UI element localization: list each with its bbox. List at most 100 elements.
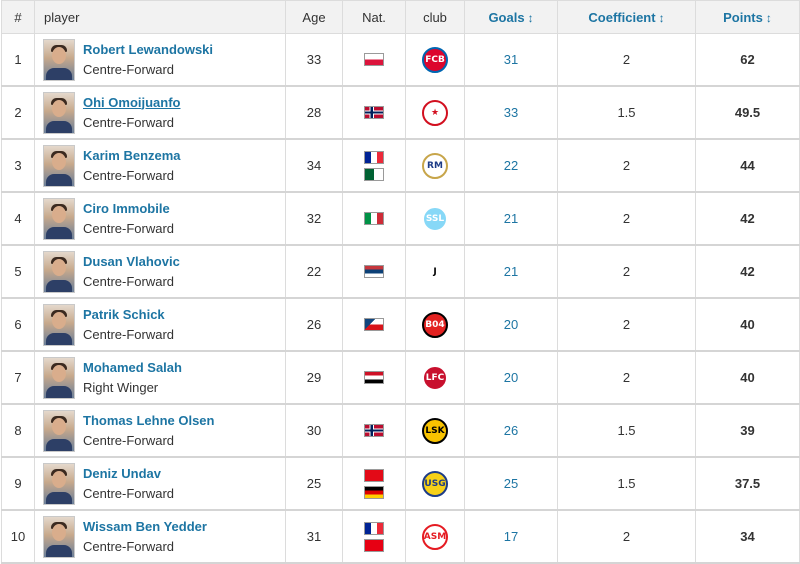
coefficient-cell: 2 [557, 33, 696, 87]
player-photo[interactable] [43, 197, 75, 240]
rank-value: 8 [14, 423, 22, 438]
points-cell: 34 [695, 510, 800, 564]
player-photo[interactable] [43, 462, 75, 505]
nationality-cell [342, 33, 406, 87]
goals-cell: 31 [464, 33, 558, 87]
sort-points-header[interactable]: Points ↕ [695, 0, 800, 34]
player-name-link[interactable]: Mohamed Salah [83, 359, 182, 375]
monaco-crest-icon[interactable]: ASM [422, 523, 448, 550]
union-saint-gilloise-crest-icon[interactable]: USG [422, 470, 448, 497]
player-name-link[interactable]: Ciro Immobile [83, 200, 170, 216]
club-cell: ★ [405, 86, 465, 140]
sort-goals-header[interactable]: Goals ↕ [464, 0, 558, 34]
player-position: Centre-Forward [83, 432, 175, 448]
nationality-cell [342, 510, 406, 564]
flag-algeria-icon[interactable] [364, 167, 384, 181]
sort-coefficient-header[interactable]: Coefficient ↕ [557, 0, 696, 34]
table-header-row: # player Age Nat. club Goals ↕ Coefficien… [1, 0, 800, 34]
column-header-age: Age [285, 0, 343, 34]
flag-tunisia-icon[interactable] [364, 538, 384, 552]
flag-norway-icon[interactable] [364, 106, 384, 119]
age-value: 25 [306, 476, 322, 491]
rank-value: 3 [14, 158, 22, 173]
age-value: 22 [306, 264, 322, 279]
flag-france-icon[interactable] [364, 521, 384, 535]
coefficient-cell: 1.5 [557, 457, 696, 511]
points-cell: 42 [695, 192, 800, 246]
juventus-crest-icon[interactable]: J [422, 258, 448, 285]
goals-value: 20 [503, 370, 519, 385]
player-photo[interactable] [43, 250, 75, 293]
goals-value: 21 [503, 211, 519, 226]
flag-egypt-icon[interactable] [364, 371, 384, 384]
rank-cell: 4 [1, 192, 35, 246]
flag-france-icon[interactable] [364, 150, 384, 164]
player-photo[interactable] [43, 409, 75, 452]
age-cell: 29 [285, 351, 343, 405]
player-name-link[interactable]: Patrik Schick [83, 306, 165, 322]
column-header-rank: # [1, 0, 35, 34]
player-photo[interactable] [43, 515, 75, 558]
club-cell: LFC [405, 351, 465, 405]
player-name-link[interactable]: Deniz Undav [83, 465, 162, 481]
player-name-link[interactable]: Thomas Lehne Olsen [83, 412, 215, 428]
flag-turkey-icon[interactable] [364, 468, 384, 482]
column-header-player: player [34, 0, 286, 34]
player-photo[interactable] [43, 91, 75, 134]
player-cell: Karim Benzema Centre-Forward [34, 139, 286, 193]
rank-value: 1 [14, 52, 22, 67]
coefficient-value: 2 [622, 52, 631, 67]
age-cell: 25 [285, 457, 343, 511]
bayern-munich-crest-icon[interactable]: FCB [422, 46, 448, 73]
goals-cell: 26 [464, 404, 558, 458]
coefficient-cell: 2 [557, 510, 696, 564]
age-cell: 28 [285, 86, 343, 140]
column-header-nationality: Nat. [342, 0, 406, 34]
age-cell: 34 [285, 139, 343, 193]
sort-icon: ↕ [765, 10, 772, 25]
coefficient-value: 2 [622, 264, 631, 279]
sort-icon: ↕ [527, 10, 534, 25]
flag-serbia-icon[interactable] [364, 265, 384, 278]
flag-poland-icon[interactable] [364, 53, 384, 66]
player-name-link[interactable]: Ohi Omoijuanfo [83, 94, 181, 110]
table-row: 9 Deniz Undav Centre-Forward 25 USG 25 1… [1, 457, 800, 511]
goals-value: 31 [503, 52, 519, 67]
nationality-cell [342, 351, 406, 405]
liverpool-crest-icon[interactable]: LFC [422, 364, 448, 391]
lillestrom-crest-icon[interactable]: LSK [422, 417, 448, 444]
player-name-link[interactable]: Wissam Ben Yedder [83, 518, 207, 534]
flag-czech-republic-icon[interactable] [364, 318, 384, 331]
rank-cell: 6 [1, 298, 35, 352]
coefficient-cell: 2 [557, 245, 696, 299]
nationality-cell [342, 86, 406, 140]
player-name-link[interactable]: Karim Benzema [83, 147, 181, 163]
player-cell: Ohi Omoijuanfo Centre-Forward [34, 86, 286, 140]
player-cell: Thomas Lehne Olsen Centre-Forward [34, 404, 286, 458]
player-name-link[interactable]: Robert Lewandowski [83, 41, 214, 57]
player-photo[interactable] [43, 144, 75, 187]
player-cell: Patrik Schick Centre-Forward [34, 298, 286, 352]
age-value: 26 [306, 317, 322, 332]
player-photo[interactable] [43, 38, 75, 81]
goals-cell: 17 [464, 510, 558, 564]
red-star-belgrade-crest-icon[interactable]: ★ [422, 99, 448, 126]
real-madrid-crest-icon[interactable]: RM [422, 152, 448, 179]
flag-germany-icon[interactable] [364, 485, 384, 499]
bayer-leverkusen-crest-icon[interactable]: B04 [422, 311, 448, 338]
goals-cell: 20 [464, 351, 558, 405]
flag-norway-icon[interactable] [364, 424, 384, 437]
player-name-link[interactable]: Dusan Vlahovic [83, 253, 180, 269]
player-position: Centre-Forward [83, 61, 175, 77]
coefficient-value: 2 [622, 158, 631, 173]
goals-cell: 22 [464, 139, 558, 193]
lazio-crest-icon[interactable]: SSL [422, 205, 448, 232]
coefficient-value: 2 [622, 211, 631, 226]
flag-italy-icon[interactable] [364, 212, 384, 225]
player-photo[interactable] [43, 356, 75, 399]
goals-cell: 25 [464, 457, 558, 511]
player-position: Centre-Forward [83, 485, 175, 501]
goals-value: 20 [503, 317, 519, 332]
player-photo[interactable] [43, 303, 75, 346]
